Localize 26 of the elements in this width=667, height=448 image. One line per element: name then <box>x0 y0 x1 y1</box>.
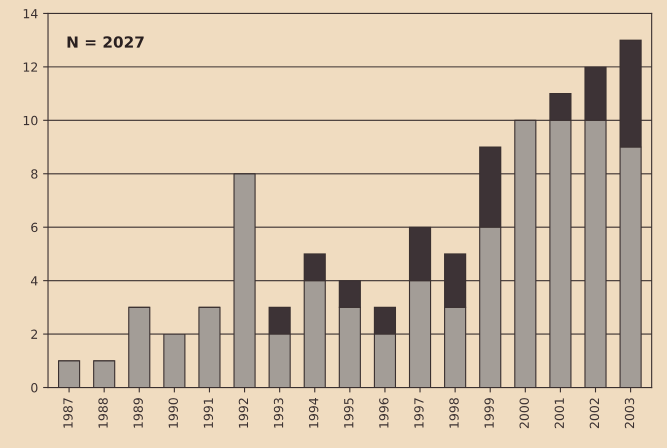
y-tick-label: 10 <box>24 116 38 126</box>
x-tick-label: 2001 <box>554 398 564 428</box>
y-tick-label: 14 <box>24 9 38 18</box>
annotation: N = 2027 <box>68 36 144 48</box>
x-tick-label: 2000 <box>519 398 529 428</box>
x-tick-label: 1990 <box>168 398 178 428</box>
x-tick-label: 2002 <box>590 398 600 428</box>
x-tick-label: 1988 <box>98 398 108 428</box>
x-tick-label: 1996 <box>379 398 389 428</box>
x-tick-label: 2003 <box>624 398 634 428</box>
x-tick-label: 1998 <box>449 398 459 428</box>
x-tick-label: 1995 <box>344 398 354 428</box>
x-tick-label: 1993 <box>274 398 284 428</box>
x-tick-label: 1992 <box>238 398 248 428</box>
y-tick-label: 12 <box>24 62 38 72</box>
x-tick-label: 1987 <box>63 398 73 428</box>
x-tick-label: 1989 <box>133 398 143 428</box>
y-tick-label: 8 <box>31 169 38 179</box>
x-tick-label: 1999 <box>484 398 494 428</box>
y-tick-label: 6 <box>31 222 38 232</box>
y-tick-label: 2 <box>31 330 38 339</box>
y-tick-label: 0 <box>31 382 38 392</box>
x-tick-label: 1994 <box>308 398 318 428</box>
y-tick-label: 4 <box>30 276 38 286</box>
x-tick-label: 1997 <box>414 398 424 428</box>
x-tick-label: 1991 <box>204 398 214 428</box>
